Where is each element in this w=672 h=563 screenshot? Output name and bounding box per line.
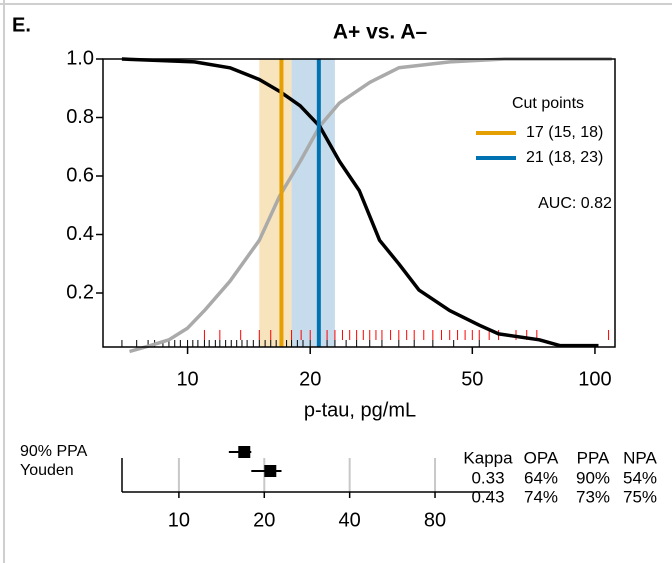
- annotation: AUC: 0.82: [538, 195, 612, 212]
- x-tick-label: 10: [176, 368, 198, 390]
- curve: [129, 57, 612, 354]
- table-cell: 0.33: [471, 468, 504, 487]
- legend-title: Cut points: [512, 95, 584, 112]
- table-cell: 64%: [524, 468, 558, 487]
- x-tick-label: 50: [461, 368, 483, 390]
- y-tick-label: 0.6: [66, 164, 94, 186]
- curve: [121, 57, 599, 348]
- table-cell: 90%: [576, 468, 610, 487]
- table-header: NPA: [623, 448, 657, 467]
- x-axis-label: p-tau, pg/mL: [304, 399, 416, 421]
- chart-title: A+ vs. A–: [333, 21, 428, 44]
- point: [238, 446, 251, 458]
- x-tick-label: 80: [424, 509, 446, 531]
- y-tick-label: 0.8: [66, 106, 94, 128]
- table-header: Kappa: [463, 448, 513, 467]
- table-cell: 75%: [623, 487, 657, 506]
- table-header: PPA: [577, 448, 610, 467]
- legend-label: 17 (15, 18): [526, 124, 603, 141]
- x-tick-label: 100: [578, 368, 611, 390]
- x-tick-label: 40: [339, 509, 361, 531]
- x-tick-label: 20: [253, 509, 275, 531]
- legend-label: 21 (18, 23): [526, 149, 603, 166]
- table-cell: 73%: [576, 487, 610, 506]
- y-tick-label: 0.2: [66, 281, 94, 303]
- x-tick-label: 20: [299, 368, 321, 390]
- plot-frame: [102, 58, 616, 348]
- row-label: 90% PPA: [20, 443, 88, 460]
- y-tick-label: 0.4: [66, 223, 94, 245]
- cut-band: [291, 59, 335, 347]
- table-header: OPA: [524, 448, 559, 467]
- x-tick-label: 10: [168, 509, 190, 531]
- panel-label: E.: [12, 14, 31, 36]
- table-cell: 54%: [623, 468, 657, 487]
- table-cell: 0.43: [471, 487, 504, 506]
- y-tick-label: 1.0: [66, 47, 94, 69]
- point: [264, 465, 277, 477]
- row-label: Youden: [20, 462, 74, 479]
- table-cell: 74%: [524, 487, 558, 506]
